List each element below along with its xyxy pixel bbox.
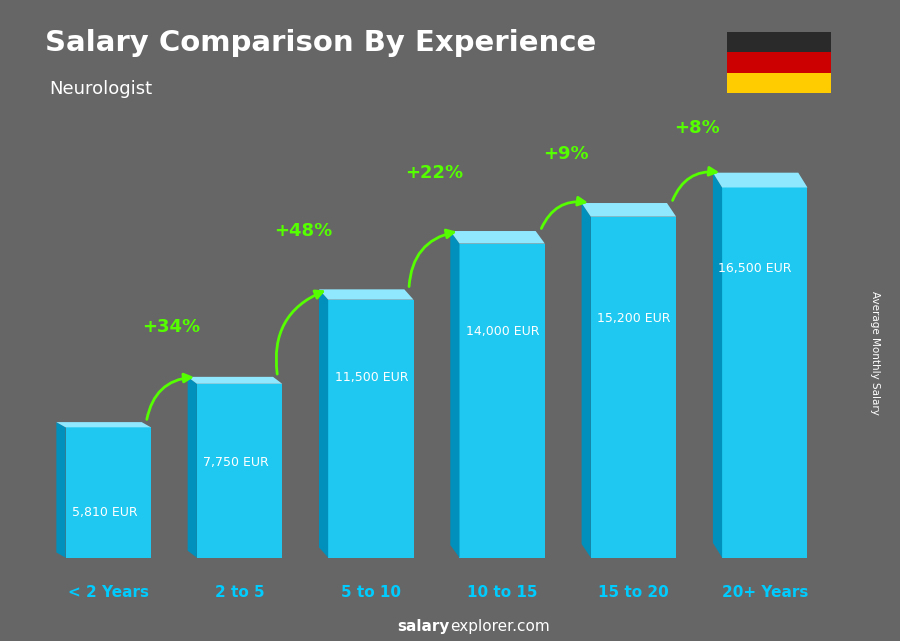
Text: 10 to 15: 10 to 15	[467, 585, 537, 599]
Polygon shape	[450, 231, 544, 244]
Polygon shape	[57, 422, 151, 428]
Text: Neurologist: Neurologist	[50, 80, 153, 98]
Text: 20+ Years: 20+ Years	[722, 585, 808, 599]
Text: salary: salary	[398, 619, 450, 635]
Text: 16,500 EUR: 16,500 EUR	[718, 262, 792, 276]
Text: 15 to 20: 15 to 20	[598, 585, 669, 599]
Polygon shape	[319, 289, 413, 300]
Text: 15,200 EUR: 15,200 EUR	[598, 312, 670, 326]
Text: 7,750 EUR: 7,750 EUR	[203, 456, 269, 469]
Bar	[328, 300, 413, 558]
Text: Salary Comparison By Experience: Salary Comparison By Experience	[45, 29, 596, 57]
Text: +48%: +48%	[274, 222, 332, 240]
Polygon shape	[581, 203, 676, 217]
Text: 5 to 10: 5 to 10	[341, 585, 400, 599]
Polygon shape	[581, 203, 590, 558]
Polygon shape	[319, 289, 328, 558]
Text: explorer.com: explorer.com	[450, 619, 550, 635]
Polygon shape	[188, 377, 197, 558]
Bar	[590, 217, 676, 558]
Polygon shape	[188, 377, 283, 384]
Text: < 2 Years: < 2 Years	[68, 585, 148, 599]
Polygon shape	[713, 172, 722, 558]
Text: Average Monthly Salary: Average Monthly Salary	[869, 290, 880, 415]
Text: 14,000 EUR: 14,000 EUR	[466, 325, 539, 338]
Text: +34%: +34%	[142, 319, 201, 337]
Bar	[197, 384, 283, 558]
Polygon shape	[450, 231, 460, 558]
Polygon shape	[57, 422, 66, 558]
Bar	[722, 187, 807, 558]
Text: +8%: +8%	[674, 119, 720, 137]
Text: 2 to 5: 2 to 5	[215, 585, 265, 599]
Text: +9%: +9%	[543, 145, 589, 163]
Bar	[460, 244, 544, 558]
Polygon shape	[713, 172, 807, 187]
Bar	[727, 72, 831, 93]
Bar	[727, 53, 831, 72]
Text: 11,500 EUR: 11,500 EUR	[335, 370, 409, 383]
Text: 5,810 EUR: 5,810 EUR	[72, 506, 138, 519]
Text: +22%: +22%	[405, 163, 464, 181]
Bar	[66, 428, 151, 558]
Bar	[727, 32, 831, 53]
